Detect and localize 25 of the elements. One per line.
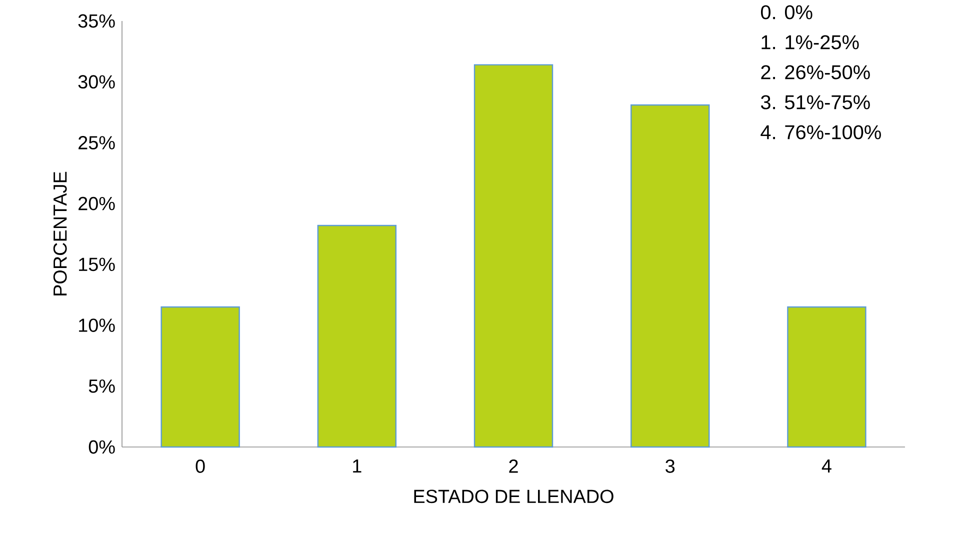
x-tick-label: 2 — [509, 459, 518, 473]
bar — [160, 306, 240, 448]
bar — [787, 306, 866, 448]
annotation: 3. 51%-75% — [760, 95, 870, 110]
x-tick-label: 4 — [822, 460, 832, 473]
bar — [474, 64, 554, 448]
y-tick-label: 25% — [78, 136, 115, 150]
x-tick-label: 1 — [353, 460, 362, 473]
y-tick-label: 10% — [79, 318, 115, 332]
y-tick-label: 0% — [88, 440, 115, 454]
y-tick-label: 15% — [79, 258, 115, 272]
annotation: 4. 76%-100% — [760, 125, 881, 140]
y-tick-label: 5% — [88, 379, 115, 393]
bar — [317, 224, 397, 448]
annotation: 1. 1%-25% — [762, 35, 859, 50]
y-tick-label: 30% — [78, 75, 115, 89]
y-tick-label: 20% — [78, 196, 115, 210]
x-tick-label: 3 — [666, 459, 675, 473]
text: 0. 0% — [760, 5, 812, 20]
x-tick-label: 0 — [196, 459, 205, 473]
y-axis-title: PORCENTAJE — [53, 172, 67, 296]
y-tick-label: 35% — [78, 14, 115, 28]
bar — [630, 104, 710, 448]
x-axis-title: ESTADO DE LLENADO — [414, 490, 614, 504]
annotation: 2. 26%-50% — [761, 65, 870, 80]
